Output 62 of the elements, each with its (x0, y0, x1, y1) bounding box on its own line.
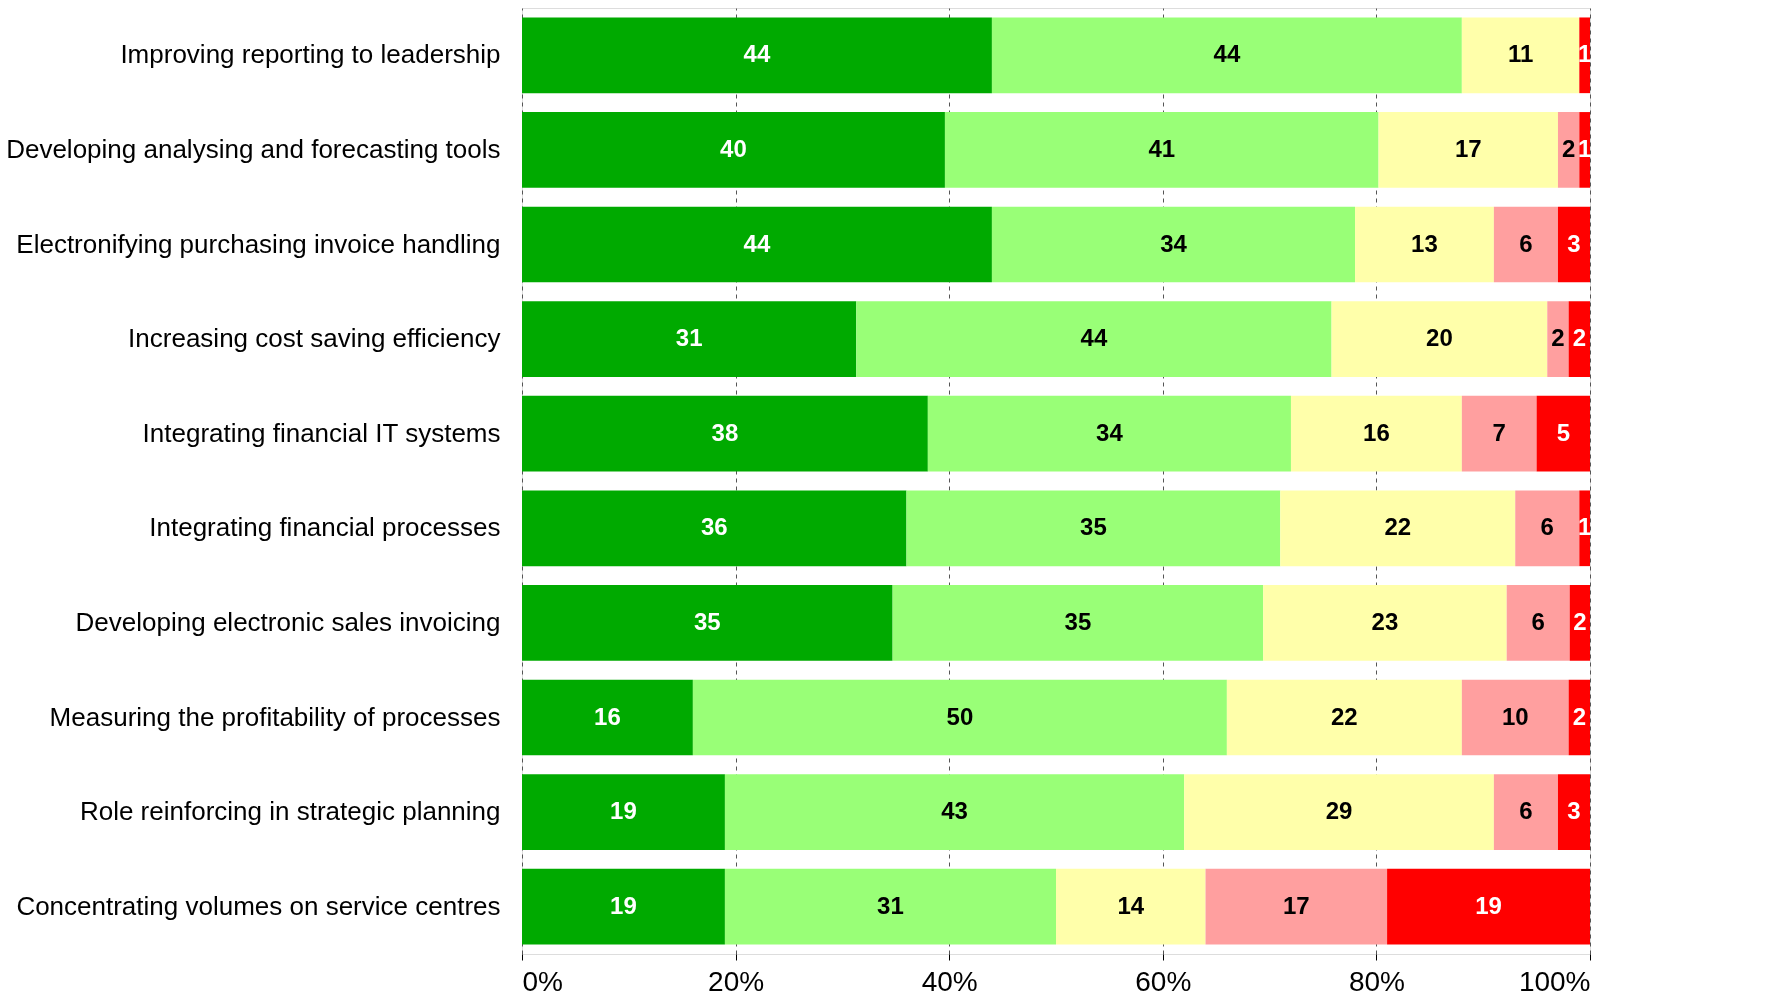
x-tick-label: 60% (1135, 965, 1192, 997)
x-tick-label: 0% (522, 965, 563, 997)
y-tick-label: Developing electronic sales invoicing (75, 606, 501, 637)
data-label: 10 (1501, 702, 1529, 730)
data-label: 2 (1561, 134, 1576, 162)
y-tick-label: Integrating financial IT systems (142, 417, 501, 448)
data-label: 2 (1551, 324, 1565, 352)
data-label: 40 (720, 134, 747, 162)
y-tick-label: Electronifying purchasing invoice handling (16, 228, 501, 259)
data-label: 20 (1426, 324, 1453, 352)
data-label: 7 (1492, 418, 1506, 446)
y-tick-label: Developing analysing and forecasting tools (6, 133, 501, 164)
data-label: 23 (1371, 607, 1399, 635)
data-label: 16 (1363, 418, 1390, 446)
data-label: 38 (711, 418, 739, 446)
y-tick-label: Improving reporting to leadership (120, 39, 501, 70)
data-label: 2 (1573, 607, 1587, 635)
y-tick-label: Increasing cost saving efficiency (128, 323, 501, 354)
x-tick-label: 80% (1348, 965, 1405, 997)
data-label: 13 (1411, 229, 1438, 257)
data-label: 6 (1540, 513, 1554, 541)
data-label: 14 (1117, 891, 1145, 919)
data-label: 19 (610, 797, 637, 825)
data-label: 34 (1160, 229, 1188, 257)
data-label: 3 (1567, 797, 1581, 825)
data-label: 19 (1475, 891, 1502, 919)
data-label: 31 (675, 324, 703, 352)
x-tick-label: 100% (1518, 965, 1591, 997)
data-label: 17 (1454, 134, 1482, 162)
y-tick-label: Role reinforcing in strategic planning (79, 796, 501, 827)
data-label: 29 (1325, 797, 1353, 825)
data-label: 50 (946, 702, 974, 730)
data-label: 11 (1507, 40, 1534, 68)
data-label: 3 (1567, 229, 1581, 257)
data-label: 44 (743, 229, 771, 257)
y-tick-label: Concentrating volumes on service centres (16, 890, 501, 921)
data-label: 36 (700, 513, 728, 541)
data-label: 17 (1282, 891, 1310, 919)
data-label: 35 (1064, 607, 1092, 635)
data-label: 44 (1080, 324, 1108, 352)
data-label: 31 (877, 891, 904, 919)
data-label: 6 (1519, 797, 1533, 825)
data-label: 5 (1556, 418, 1570, 446)
data-label: 35 (1080, 513, 1107, 541)
data-label: 43 (941, 797, 968, 825)
data-label: 16 (594, 702, 621, 730)
y-tick-label: Integrating financial processes (149, 512, 501, 543)
data-label: 44 (1213, 40, 1241, 68)
data-label: 19 (610, 891, 637, 919)
data-label: 34 (1096, 418, 1124, 446)
data-label: 44 (743, 40, 771, 68)
x-tick-label: 20% (708, 965, 765, 997)
data-label: 6 (1519, 229, 1533, 257)
data-label: 22 (1384, 513, 1412, 541)
data-label: 22 (1331, 702, 1358, 730)
data-label: 2 (1572, 324, 1586, 352)
data-label: 2 (1572, 702, 1586, 730)
data-label: 35 (693, 607, 721, 635)
data-label: 41 (1148, 134, 1176, 162)
y-tick-label: Measuring the profitability of processes (49, 701, 501, 732)
x-tick-label: 40% (921, 965, 978, 997)
data-label: 6 (1531, 607, 1545, 635)
